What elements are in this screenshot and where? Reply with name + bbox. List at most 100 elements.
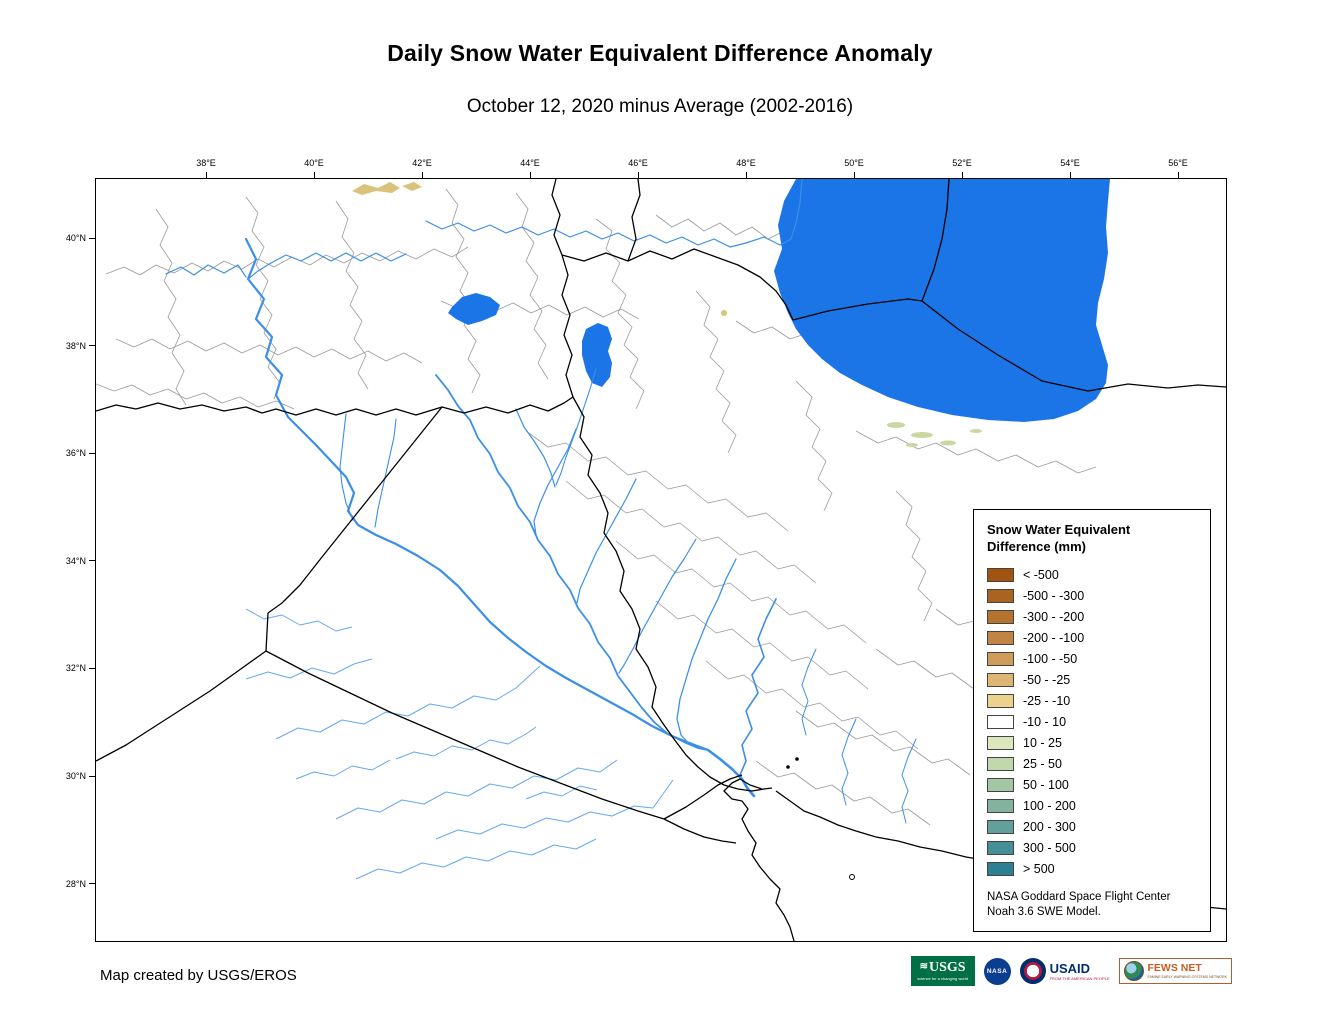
legend-note-line1: NASA Goddard Space Flight Center — [987, 890, 1171, 903]
fewsnet-logo: FEWS NET FAMINE EARLY WARNING SYSTEMS NE… — [1118, 958, 1232, 984]
lon-tick-label: 46°E — [628, 158, 648, 168]
lat-tickmark — [89, 237, 95, 239]
legend-entry-label: < -500 — [1023, 568, 1059, 583]
border-iraq-iran — [572, 396, 773, 792]
legend-swatch — [987, 673, 1014, 688]
border-kuwait-south — [663, 818, 737, 844]
legend-title-line1: Snow Water Equivalent — [987, 522, 1131, 537]
legend-swatch — [987, 568, 1014, 583]
legend-entry-label: -200 - -100 — [1023, 631, 1085, 646]
legend-swatch — [987, 652, 1014, 667]
wadi — [355, 838, 597, 880]
lat-tick-label: 38°N — [65, 340, 86, 351]
lat-tickmark — [89, 883, 95, 885]
river-tributary — [555, 368, 597, 486]
usaid-logo-name: USAID — [1049, 960, 1091, 976]
wadi — [245, 608, 353, 632]
lat-tick-label: 30°N — [65, 771, 86, 781]
lon-tickmark — [1177, 172, 1179, 178]
legend-entry-label: 100 - 200 — [1023, 799, 1076, 814]
legend-entry: -10 - 10 — [987, 712, 1198, 733]
river-zagros-stream — [801, 648, 817, 736]
lake-van — [448, 293, 500, 325]
legend: Snow Water Equivalent Difference (mm) < … — [973, 509, 1211, 932]
legend-entry-label: -300 - -200 — [1023, 610, 1085, 625]
nasa-logo-name: NASA — [986, 967, 1008, 975]
lon-tickmark — [421, 172, 423, 178]
legend-swatch — [987, 736, 1014, 751]
river-balikh — [339, 413, 354, 521]
legend-swatch — [987, 589, 1014, 604]
legend-note: NASA Goddard Space Flight Center Noah 3.… — [987, 890, 1198, 921]
map-frame: Snow Water Equivalent Difference (mm) < … — [66, 158, 1227, 942]
lon-tick-label: 52°E — [952, 158, 972, 168]
river-karkheh — [676, 558, 737, 746]
page-subtitle: October 12, 2020 minus Average (2002-201… — [466, 96, 854, 117]
legend-entry-label: 50 - 100 — [1023, 778, 1069, 793]
border-turkey-syria-iraq — [96, 396, 574, 416]
lat-tickmark — [89, 345, 95, 347]
anomaly-patch-green — [970, 429, 982, 433]
border-iraq-saudi — [265, 650, 665, 820]
lon-tick-label: 48°E — [736, 158, 756, 168]
river-karasu — [165, 264, 247, 278]
wadi — [395, 726, 537, 760]
legend-entry: -500 - -300 — [987, 586, 1198, 607]
lon-tickmark — [205, 172, 207, 178]
legend-title-line2: Difference (mm) — [987, 538, 1086, 554]
lon-tickmark — [637, 172, 639, 178]
legend-swatch — [987, 799, 1014, 814]
nasa-logo: NASA — [983, 957, 1011, 985]
usgs-logo-tagline: science for a changing world — [917, 976, 968, 981]
legend-entry: 100 - 200 — [987, 796, 1198, 817]
legend-swatch — [987, 715, 1014, 730]
lon-tick-label: 40°E — [304, 158, 324, 168]
legend-entry-label: -50 - -25 — [1023, 673, 1071, 688]
lon-tickmark — [745, 172, 747, 178]
legend-entry: -200 - -100 — [987, 628, 1198, 649]
lat-tickmark — [89, 775, 95, 777]
river-tributary — [533, 428, 577, 536]
lat-tick-label: 32°N — [65, 663, 86, 674]
fewsnet-logo-text: FEWS NET FAMINE EARLY WARNING SYSTEMS NE… — [1148, 963, 1227, 979]
river-tigris — [435, 374, 709, 751]
island-bahrain — [849, 874, 855, 880]
legend-swatch — [987, 757, 1014, 772]
usgs-wave-icon: ≋ — [919, 961, 928, 972]
caspian-sea — [774, 179, 1110, 422]
legend-swatch — [987, 820, 1014, 835]
usgs-logo: ≋USGS science for a changing world — [910, 956, 975, 986]
lat-tickmark — [89, 667, 95, 669]
anomaly-patch-green — [906, 443, 918, 447]
legend-swatch — [987, 610, 1014, 625]
wadi — [525, 785, 598, 800]
map-credit: Map created by USGS/EROS — [100, 967, 297, 984]
legend-entry: 10 - 25 — [987, 733, 1198, 754]
logo-strip: ≋USGS science for a changing world NASA … — [910, 956, 1232, 986]
border-jordan-iraq — [265, 612, 269, 652]
map-canvas — [96, 179, 1226, 941]
usaid-seal-icon — [1019, 958, 1046, 984]
lon-tick-label: 50°E — [844, 158, 864, 168]
island — [795, 757, 799, 761]
legend-entry: -300 - -200 — [987, 607, 1198, 628]
legend-entry-label: -25 - -10 — [1023, 694, 1071, 709]
legend-entry-label: 300 - 500 — [1023, 841, 1076, 856]
island — [786, 765, 790, 769]
legend-entry: > 500 — [987, 859, 1198, 880]
anomaly-patch-green — [940, 440, 956, 446]
lat-tick-label: 28°N — [65, 878, 86, 889]
legend-entry-label: 25 - 50 — [1023, 757, 1062, 772]
river-zagros-stream — [841, 718, 857, 806]
usaid-logo: USAID FROM THE AMERICAN PEOPLE — [1019, 958, 1110, 984]
lon-tick-label: 56°E — [1168, 158, 1188, 168]
legend-entry: -50 - -25 — [987, 670, 1198, 691]
usaid-logo-text: USAID FROM THE AMERICAN PEOPLE — [1050, 962, 1110, 981]
legend-entry-label: 10 - 25 — [1023, 736, 1062, 751]
lon-tickmark — [313, 172, 315, 178]
lon-tick-label: 42°E — [412, 158, 432, 168]
border-kuwait-north — [663, 774, 743, 820]
lat-tickmark — [89, 452, 95, 454]
lat-tick-label: 36°N — [65, 448, 86, 459]
legend-entry: 300 - 500 — [987, 838, 1198, 859]
